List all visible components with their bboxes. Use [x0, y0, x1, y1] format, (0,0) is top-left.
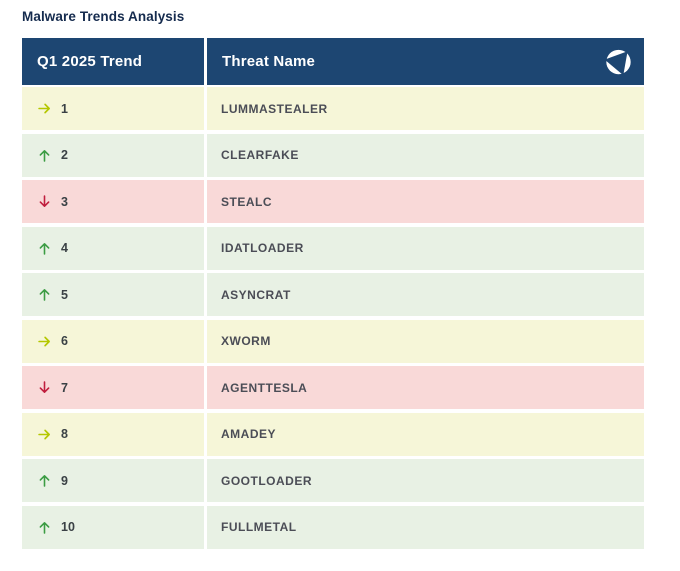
- malware-trends-table: Q1 2025 Trend Threat Name 1 LUMMASTEALER 2…: [22, 38, 644, 549]
- trend-cell: 9: [22, 459, 204, 502]
- trend-cell: 5: [22, 273, 204, 316]
- trend-rank: 1: [61, 101, 68, 116]
- trend-rank: 6: [61, 334, 68, 348]
- right-arrow-icon: [37, 427, 52, 442]
- up-arrow-icon: [37, 473, 52, 488]
- threat-column-label: Threat Name: [222, 53, 316, 70]
- table-row: 7 AGENTTESLA: [22, 366, 644, 409]
- up-arrow-icon: [37, 148, 52, 163]
- trend-rank: 10: [61, 520, 75, 534]
- threat-name: GOOTLOADER: [221, 473, 312, 488]
- threat-cell: GOOTLOADER: [207, 459, 644, 502]
- threat-cell: AMADEY: [207, 412, 644, 456]
- trend-column-label: Q1 2025 Trend: [37, 53, 143, 70]
- up-arrow-icon: [37, 241, 52, 256]
- trend-cell: 3: [22, 180, 204, 223]
- threat-name: AGENTTESLA: [221, 380, 308, 395]
- up-arrow-icon: [37, 520, 52, 535]
- table-row: 6 XWORM: [22, 319, 644, 363]
- trend-rank: 9: [61, 473, 68, 488]
- right-arrow-icon: [37, 334, 52, 349]
- trend-cell: 8: [22, 412, 204, 456]
- trend-rank: 4: [61, 241, 68, 255]
- table-row: 9 GOOTLOADER: [22, 459, 644, 502]
- table-row: 2 CLEARFAKE: [22, 133, 644, 177]
- trend-cell: 10: [22, 505, 204, 549]
- trend-column-header: Q1 2025 Trend: [22, 38, 204, 85]
- threat-name: XWORM: [221, 334, 271, 348]
- threat-cell: AGENTTESLA: [207, 366, 644, 409]
- up-arrow-icon: [37, 287, 52, 302]
- down-arrow-icon: [37, 194, 52, 209]
- trend-cell: 1: [22, 87, 204, 130]
- table-body: 1 LUMMASTEALER 2 CLEARFAKE 3 STEALC 4 IDATLOADE…: [22, 87, 644, 549]
- page-title: Malware Trends Analysis: [22, 9, 185, 24]
- trend-rank: 3: [61, 194, 68, 209]
- table-row: 1 LUMMASTEALER: [22, 87, 644, 130]
- threat-cell: LUMMASTEALER: [207, 87, 644, 130]
- threat-cell: CLEARFAKE: [207, 133, 644, 177]
- table-row: 8 AMADEY: [22, 412, 644, 456]
- table-row: 4 IDATLOADER: [22, 226, 644, 270]
- trend-cell: 2: [22, 133, 204, 177]
- trend-rank: 2: [61, 148, 68, 162]
- table-row: 10 FULLMETAL: [22, 505, 644, 549]
- threat-cell: XWORM: [207, 319, 644, 363]
- threat-cell: IDATLOADER: [207, 226, 644, 270]
- trend-rank: 5: [61, 287, 68, 302]
- threat-name: STEALC: [221, 194, 272, 209]
- threat-name: FULLMETAL: [221, 520, 297, 534]
- trend-cell: 4: [22, 226, 204, 270]
- trend-rank: 8: [61, 427, 68, 441]
- threat-cell: ASYNCRAT: [207, 273, 644, 316]
- threat-name: ASYNCRAT: [221, 287, 291, 302]
- trend-rank: 7: [61, 380, 68, 395]
- trend-cell: 7: [22, 366, 204, 409]
- threat-name: IDATLOADER: [221, 241, 304, 255]
- table-row: 5 ASYNCRAT: [22, 273, 644, 316]
- table-row: 3 STEALC: [22, 180, 644, 223]
- threat-name: LUMMASTEALER: [221, 101, 328, 116]
- shutter-circle-logo-icon: [606, 49, 631, 74]
- threat-name: AMADEY: [221, 427, 277, 441]
- threat-column-header: Threat Name: [207, 38, 644, 85]
- threat-cell: FULLMETAL: [207, 505, 644, 549]
- threat-name: CLEARFAKE: [221, 148, 299, 162]
- down-arrow-icon: [37, 380, 52, 395]
- trend-cell: 6: [22, 319, 204, 363]
- table-header-row: Q1 2025 Trend Threat Name: [22, 38, 644, 85]
- right-arrow-icon: [37, 101, 52, 116]
- threat-cell: STEALC: [207, 180, 644, 223]
